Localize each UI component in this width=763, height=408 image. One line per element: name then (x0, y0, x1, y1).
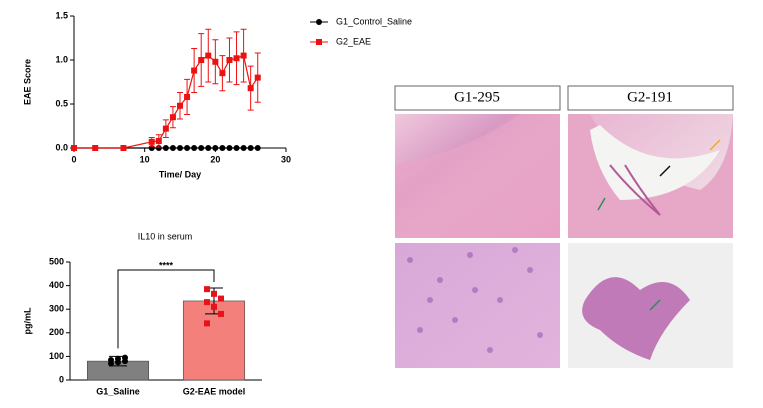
data-point (204, 286, 210, 293)
marker (71, 145, 77, 151)
data-point (122, 354, 128, 361)
nuclei (407, 247, 543, 353)
legend-marker (316, 19, 322, 25)
y-tick-label: 300 (49, 304, 64, 314)
data-point (211, 303, 217, 310)
y-tick-label: 100 (49, 351, 64, 361)
marker (191, 67, 198, 74)
marker (184, 93, 191, 100)
y-tick-label: 0.0 (55, 142, 68, 152)
marker (162, 145, 169, 151)
y-tick-label: 200 (49, 327, 64, 337)
panel-label: G2-191 (627, 89, 673, 105)
y-axis-label: pg/mL (22, 307, 32, 334)
legend-label: G1_Control_Saline (336, 16, 412, 26)
marker (205, 145, 212, 151)
marker (177, 145, 183, 151)
y-tick-label: 0.5 (55, 98, 68, 108)
data-point (204, 299, 210, 306)
marker (226, 57, 233, 63)
x-tick-label: 0 (71, 154, 76, 164)
data-point (204, 320, 210, 327)
marker (191, 145, 198, 151)
marker (226, 145, 233, 151)
arrow (709, 139, 721, 151)
marker (155, 137, 162, 144)
y-axis-label: EAE Score (22, 59, 32, 105)
marker (254, 145, 261, 151)
marker (240, 52, 247, 59)
x-tick-label: G1_Saline (96, 386, 140, 396)
plexus (582, 277, 690, 360)
marker (92, 145, 99, 151)
marker (212, 145, 219, 151)
x-tick-label: G2-EAE model (183, 386, 246, 396)
tissue-image (395, 243, 560, 368)
data-point (108, 356, 114, 363)
data-point (211, 290, 217, 297)
panel-label: G1-295 (454, 89, 500, 105)
marker (219, 70, 226, 77)
x-tick-label: 30 (281, 154, 291, 164)
marker (155, 145, 162, 151)
significance: **** (159, 260, 174, 270)
histology: G1-295 G2-191 (394, 85, 734, 368)
panel-label-box (394, 85, 561, 111)
tissue-layer (395, 114, 560, 238)
ventricle (590, 125, 720, 200)
data-point (218, 295, 224, 302)
marker (247, 85, 254, 92)
y-tick-label: 400 (49, 280, 64, 290)
data-point (218, 310, 224, 317)
marker (169, 114, 176, 121)
panel-label-box (567, 85, 734, 111)
arrow (649, 299, 661, 311)
marker (120, 145, 127, 151)
arrow (597, 197, 606, 211)
x-tick-label: 20 (210, 154, 220, 164)
marker (184, 145, 191, 151)
marker (198, 57, 205, 63)
arrow (659, 165, 671, 177)
legend-marker (316, 39, 322, 45)
x-tick-label: 10 (140, 154, 150, 164)
y-tick-label: 500 (49, 256, 64, 266)
marker (247, 145, 254, 151)
x-axis-label: Time/ Day (159, 169, 201, 179)
legend-label: G2_EAE (336, 36, 371, 46)
y-tick-label: 1.5 (55, 10, 68, 20)
marker (240, 145, 247, 151)
marker (233, 55, 240, 62)
y-tick-label: 0 (59, 374, 64, 384)
marker (169, 145, 176, 151)
y-tick-label: 1.0 (55, 54, 68, 64)
marker (254, 74, 261, 81)
marker (162, 125, 169, 132)
marker (148, 138, 155, 145)
significance-bracket (117, 269, 215, 349)
marker (198, 145, 205, 151)
marker (212, 58, 219, 65)
plexus (609, 164, 661, 216)
marker (205, 52, 212, 59)
marker (233, 145, 240, 151)
marker (219, 145, 226, 151)
data-point (115, 355, 121, 362)
chart-title: IL10 in serum (138, 231, 193, 241)
marker (177, 102, 183, 109)
